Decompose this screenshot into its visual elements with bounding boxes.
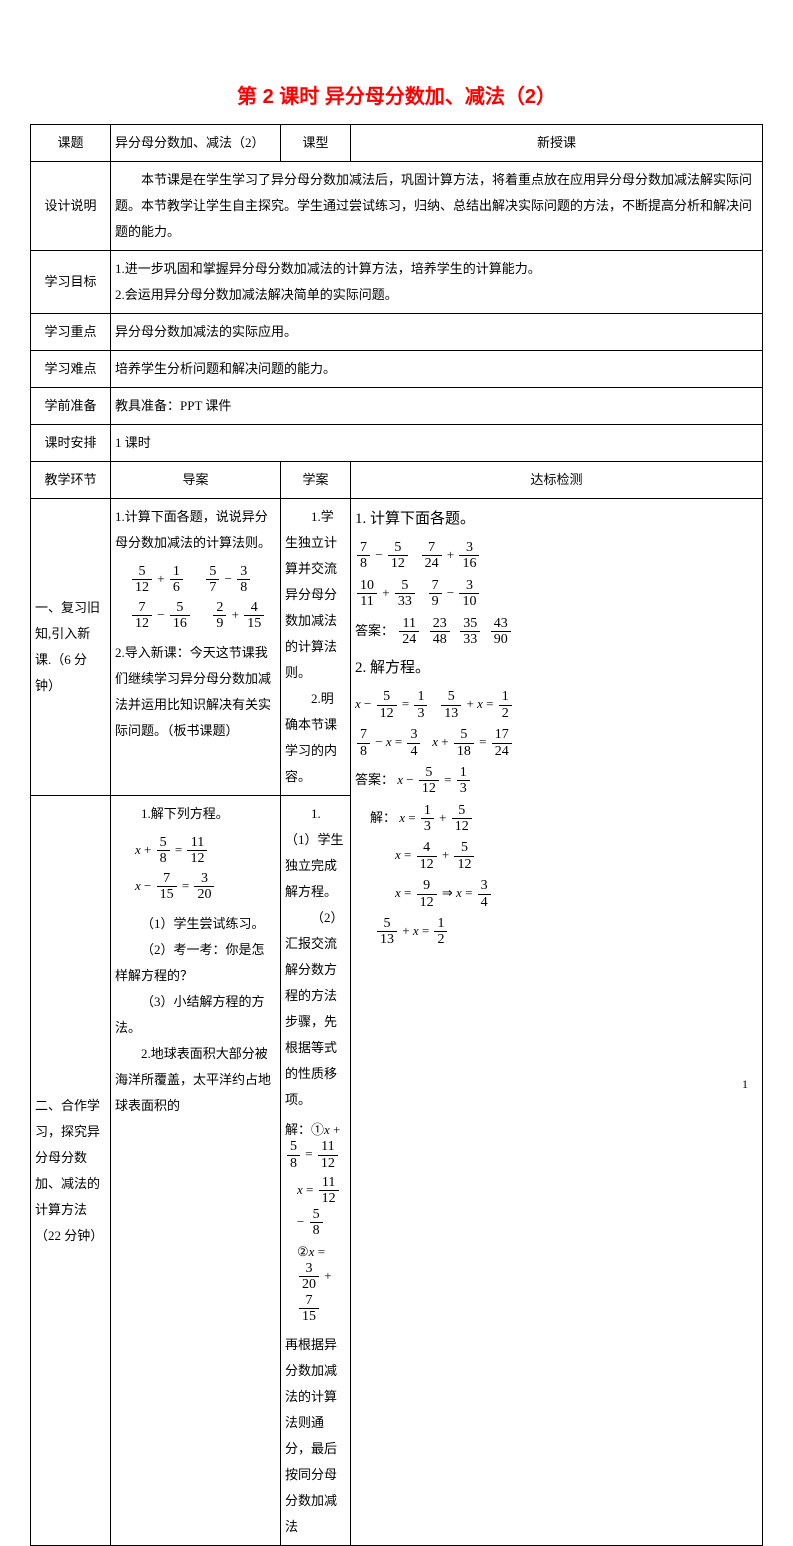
dabiao-cell: 1. 计算下面各题。 78 − 512 724 + 316 1011 + 533… [351,499,763,1546]
goal-2: 2.会运用异分母分数加减法解决简单的实际问题。 [115,282,758,308]
label-type: 课型 [281,125,351,162]
dabiao-h1: 1. 计算下面各题。 [355,504,758,534]
value-keypoint: 异分母分数加减法的实际应用。 [111,314,763,351]
sec1-xuean-p2: 2.明确本节课学习的内容。 [285,686,346,790]
sec1-daoan: 1.计算下面各题，说说异分母分数加减法的计算法则。 512 + 16 57 − … [111,499,281,796]
value-topic: 异分母分数加、减法（2） [111,125,281,162]
page-number: 1 [742,1077,748,1092]
sec2-daoan-p4: （3）小结解方程的方法。 [115,989,276,1041]
label-difficulty: 学习难点 [31,351,111,388]
sec2-math1: x + 58 = 1112 x − 715 = 320 [115,835,276,903]
sec2-xuean-p2: （2）汇报交流解分数方程的方法步骤，先根据等式的性质移项。 [285,905,346,1113]
sec2-xuean-p3: 再根据异分数加减法的计算法则通分，最后按同分母分数加减法 [285,1332,346,1540]
row-period: 课时安排 1 课时 [31,425,763,462]
sec1-daoan-p1: 1.计算下面各题，说说异分母分数加减法的计算法则。 [115,504,276,556]
sec2-label: 二、合作学习，探究异分母分数加、减法的计算方法（22 分钟） [31,796,111,1546]
goal-1: 1.进一步巩固和掌握异分母分数加减法的计算方法，培养学生的计算能力。 [115,256,758,282]
row-prep: 学前准备 教具准备：PPT 课件 [31,388,763,425]
sec2-xuean: 1.（1）学生独立完成解方程。 （2）汇报交流解分数方程的方法步骤，先根据等式的… [281,796,351,1546]
value-prep: 教具准备：PPT 课件 [111,388,763,425]
value-difficulty: 培养学生分析问题和解决问题的能力。 [111,351,763,388]
dabiao-ans-label: 答案： [355,622,394,637]
sec2-daoan-p3: （2）考一考：你是怎样解方程的？ [115,937,276,989]
sec1-daoan-p2: 2.导入新课：今天这节课我们继续学习异分母分数加减法并运用比知识解决有关实际问题… [115,640,276,744]
sec1-math1: 512 + 16 57 − 38 712 − 516 29 + 415 [115,564,276,632]
row-difficulty: 学习难点 培养学生分析问题和解决问题的能力。 [31,351,763,388]
label-keypoint: 学习重点 [31,314,111,351]
dabiao-h2: 2. 解方程。 [355,653,758,683]
row-section-1: 一、复习旧知,引入新课.（6 分钟） 1.计算下面各题，说说异分母分数加减法的计… [31,499,763,796]
hdr-stage: 教学环节 [31,462,111,499]
sec2-math2: 解：①x + 58 = 1112 x = 1112 − 58 ②x = 320 … [285,1121,346,1324]
label-design: 设计说明 [31,162,111,251]
value-goal: 1.进一步巩固和掌握异分母分数加减法的计算方法，培养学生的计算能力。 2.会运用… [111,251,763,314]
label-period: 课时安排 [31,425,111,462]
hdr-daoan: 导案 [111,462,281,499]
page-title: 第 2 课时 异分母分数加、减法（2） [30,80,763,109]
sec2-daoan-p5: 2.地球表面积大部分被海洋所覆盖，太平洋约占地球表面积的 [115,1041,276,1119]
value-type: 新授课 [351,125,763,162]
dabiao-ans2-label: 答案： [355,772,394,787]
sec2-daoan-p1: 1.解下列方程。 [115,801,276,827]
sec2-daoan: 1.解下列方程。 x + 58 = 1112 x − 715 = 320 （1）… [111,796,281,1546]
hdr-dabiao: 达标检测 [351,462,763,499]
label-goal: 学习目标 [31,251,111,314]
lesson-table: 课题 异分母分数加、减法（2） 课型 新授课 设计说明 本节课是在学生学习了异分… [30,124,763,1546]
row-topic: 课题 异分母分数加、减法（2） 课型 新授课 [31,125,763,162]
value-design: 本节课是在学生学习了异分母分数加减法后，巩固计算方法，将着重点放在应用异分母分数… [111,162,763,251]
sec1-label: 一、复习旧知,引入新课.（6 分钟） [31,499,111,796]
hdr-xuean: 学案 [281,462,351,499]
row-section-header: 教学环节 导案 学案 达标检测 [31,462,763,499]
dabiao-jie-label: 解： [370,810,396,825]
row-design: 设计说明 本节课是在学生学习了异分母分数加减法后，巩固计算方法，将着重点放在应用… [31,162,763,251]
label-prep: 学前准备 [31,388,111,425]
label-topic: 课题 [31,125,111,162]
sec1-xuean-p1: 1.学生独立计算并交流异分母分数加减法的计算法则。 [285,504,346,686]
sec2-daoan-p2: （1）学生尝试练习。 [115,911,276,937]
row-goal: 学习目标 1.进一步巩固和掌握异分母分数加减法的计算方法，培养学生的计算能力。 … [31,251,763,314]
row-keypoint: 学习重点 异分母分数加减法的实际应用。 [31,314,763,351]
sec2-xuean-p1: 1.（1）学生独立完成解方程。 [285,801,346,905]
value-period: 1 课时 [111,425,763,462]
sec1-xuean: 1.学生独立计算并交流异分母分数加减法的计算法则。 2.明确本节课学习的内容。 [281,499,351,796]
